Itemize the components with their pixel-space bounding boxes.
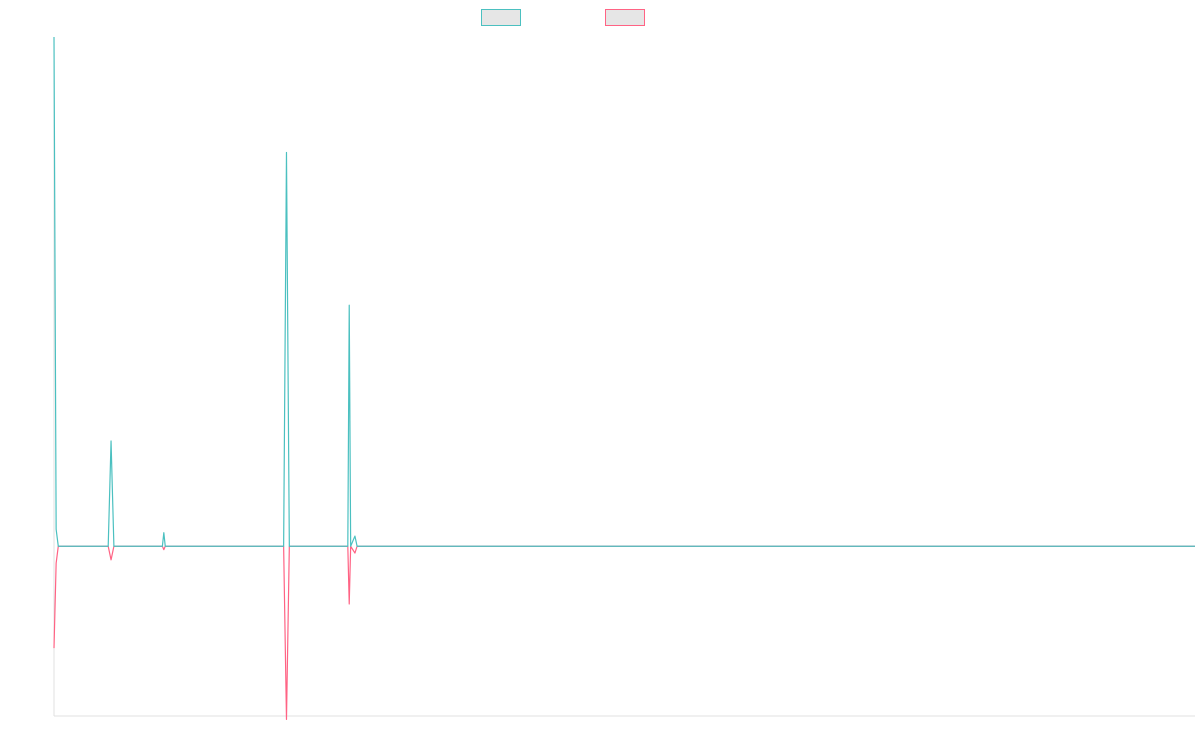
series-line-2 bbox=[53, 545, 1195, 720]
series-line-1 bbox=[53, 36, 1195, 547]
legend-swatch-series-1 bbox=[481, 9, 521, 26]
legend-swatch-series-2 bbox=[605, 9, 645, 26]
